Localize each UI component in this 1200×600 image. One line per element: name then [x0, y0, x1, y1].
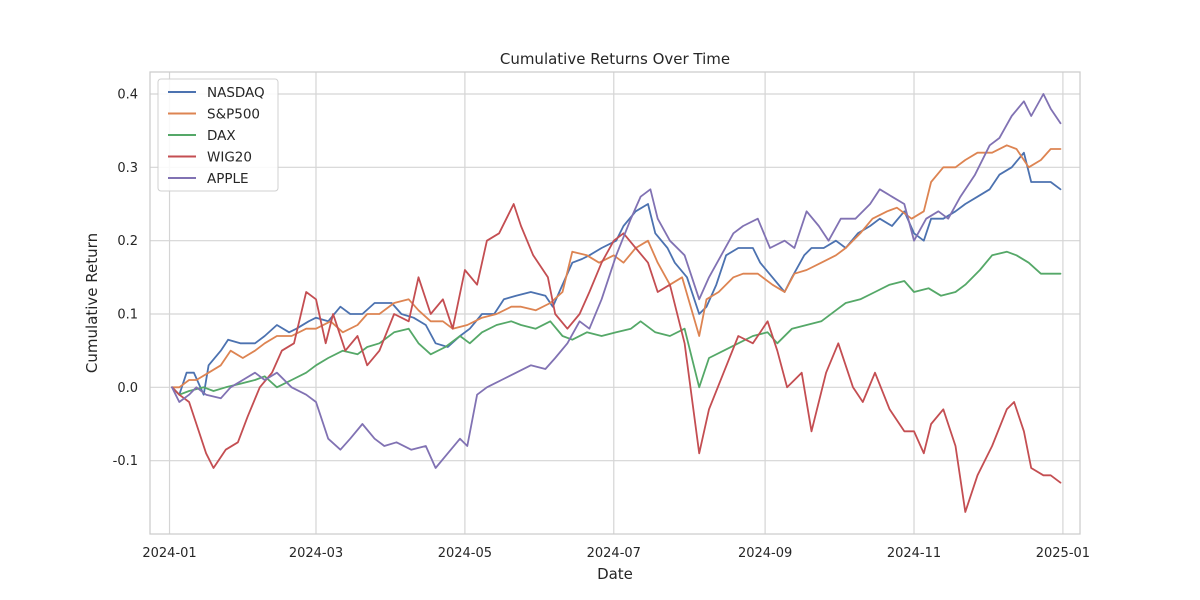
series-line-nasdaq: [171, 151, 1062, 396]
y-tick-label: 0.0: [117, 381, 138, 396]
legend-label-apple: APPLE: [207, 171, 249, 187]
y-axis-title: Cumulative Return: [83, 233, 101, 373]
series-lines: [171, 93, 1062, 513]
y-tick-label: 0.3: [117, 161, 138, 176]
legend-items: NASDAQ S&P500 DAX WIG20 APPLE: [168, 85, 265, 187]
chart-title: Cumulative Returns Over Time: [500, 50, 730, 68]
x-axis-title: Date: [597, 565, 633, 583]
series-line-dax: [171, 250, 1062, 396]
plot-frame: [149, 71, 1081, 535]
legend-label-dax: DAX: [207, 128, 236, 144]
x-tick-label: 2024-05: [438, 546, 492, 561]
x-tick-label: 2024-09: [738, 546, 792, 561]
legend-label-s-p500: S&P500: [207, 107, 260, 123]
y-tick-label: -0.1: [113, 454, 138, 469]
legend-label-nasdaq: NASDAQ: [207, 85, 265, 101]
x-tick-label: 2024-11: [887, 546, 941, 561]
legend: NASDAQ S&P500 DAX WIG20 APPLE: [157, 78, 279, 192]
x-tick-label: 2024-07: [587, 546, 641, 561]
tick-labels: 2024-01 2024-03 2024-05 2024-07 2024-09 2024-…: [113, 88, 1090, 562]
legend-label-wig20: WIG20: [207, 150, 252, 166]
x-tick-label: 2024-01: [142, 546, 196, 561]
y-tick-label: 0.2: [117, 234, 138, 249]
legend-box: [157, 78, 279, 192]
series-line-s-p500: [171, 144, 1062, 389]
x-tick-label: 2025-01: [1036, 546, 1090, 561]
x-tick-label: 2024-03: [289, 546, 343, 561]
series-line-apple: [171, 93, 1062, 469]
plot-area: [150, 72, 1080, 534]
series-line-wig20: [171, 203, 1062, 513]
y-tick-label: 0.4: [117, 88, 138, 103]
y-tick-label: 0.1: [117, 308, 138, 323]
